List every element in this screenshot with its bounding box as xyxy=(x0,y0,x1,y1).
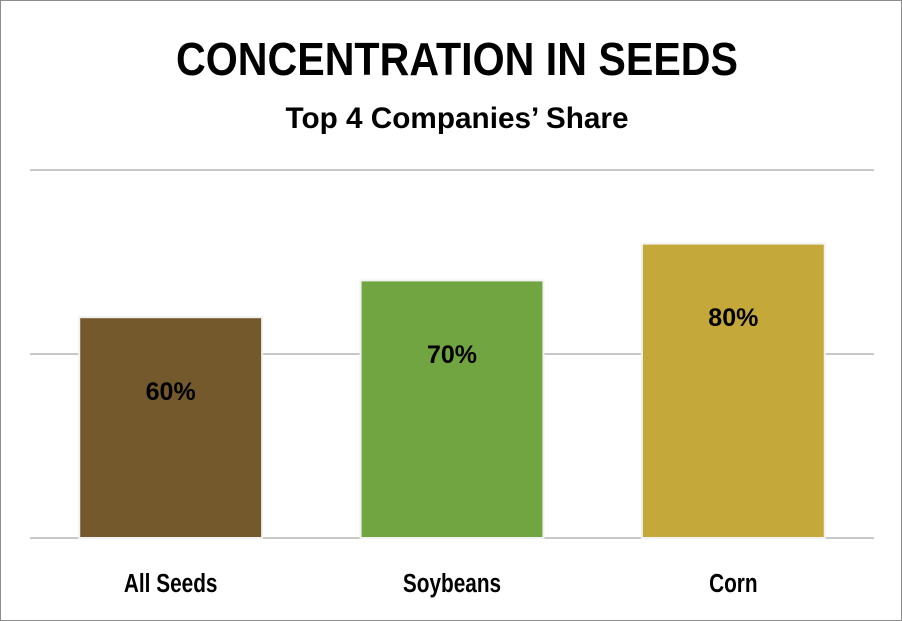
x-tick-label: Soybeans xyxy=(403,569,501,598)
value-label: 70% xyxy=(427,341,477,369)
x-tick-label: All Seeds xyxy=(124,569,218,598)
bars: 60% 70% 80% xyxy=(78,242,826,540)
value-label: 80% xyxy=(708,304,758,332)
bar xyxy=(359,279,545,539)
bar xyxy=(640,242,826,539)
value-label: 60% xyxy=(146,378,196,406)
chart-title: CONCENTRATION IN SEEDS xyxy=(176,33,738,85)
x-tick-label: Corn xyxy=(709,569,758,598)
bar xyxy=(78,316,264,540)
chart-subtitle: Top 4 Companies’ Share xyxy=(286,102,629,135)
